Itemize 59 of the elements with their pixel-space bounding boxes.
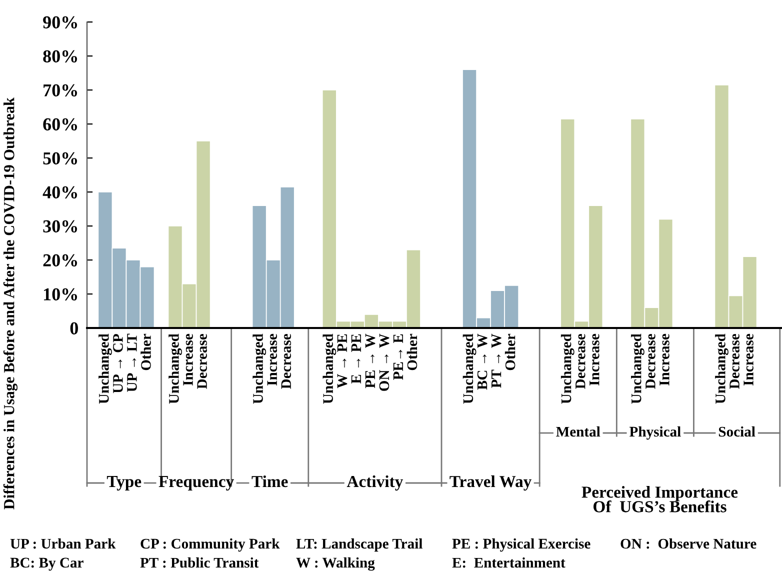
text: Mental	[556, 426, 600, 437]
y-tick-label: 20%	[43, 254, 77, 266]
text: Activity	[346, 475, 404, 491]
y-tick-label: 10%	[44, 288, 77, 300]
text: ON : Observe Nature	[620, 538, 756, 549]
text: Travel Way	[450, 475, 532, 491]
y-tick-label: 90%	[43, 16, 77, 28]
x-tick-label: Decrease	[576, 334, 586, 389]
x-tick-label: Increase	[267, 334, 278, 386]
text: Type	[106, 476, 142, 491]
x-tick-label: Unchanged	[98, 334, 112, 404]
x-tick-label: Increase	[183, 334, 193, 386]
x-tick-label: PE → W	[365, 334, 376, 388]
text: BC: By Car	[10, 558, 84, 571]
x-tick-label: Increase	[660, 334, 670, 386]
x-tick-label: UP → CP	[113, 334, 123, 394]
x-tick-label: Decrease	[646, 334, 656, 389]
y-tick-label: 80%	[43, 50, 77, 62]
x-tick-label: PT → W	[492, 334, 502, 388]
x-tick-label: Decrease	[281, 334, 292, 389]
x-tick-label: BC → W	[477, 334, 488, 390]
text: PT : Public Transit	[140, 557, 259, 568]
y-tick-label: 30%	[43, 220, 77, 232]
x-tick-label: Increase	[744, 334, 754, 386]
text: Social	[718, 426, 756, 437]
x-tick-label: Unchanged	[631, 334, 644, 404]
x-tick-label: UP → LT	[127, 334, 137, 392]
text: CP : Community Park	[140, 538, 280, 552]
y-tick-label: 50%	[43, 152, 77, 164]
x-tick-label: W → PE	[337, 334, 348, 388]
x-tick-label: Decrease	[197, 334, 207, 389]
x-tick-label: Unchanged	[168, 334, 182, 404]
x-tick-label: Other	[504, 334, 516, 370]
text: Perceived Importance Of UGS’s Benefits	[582, 486, 738, 512]
text: Frequency	[158, 476, 234, 491]
y-tick-label: 40%	[42, 186, 77, 198]
y-tick-label: 0	[70, 322, 78, 334]
x-tick-label: Unchanged	[715, 334, 728, 404]
x-tick-label: Unchanged	[560, 334, 574, 404]
text: LT: Landscape Trail	[296, 538, 422, 552]
text: Time	[252, 475, 288, 488]
x-tick-label: ON → W	[379, 334, 390, 391]
y-tick-label: 70%	[44, 84, 77, 96]
x-tick-label: Unchanged	[322, 334, 336, 404]
x-tick-label: Decrease	[730, 334, 740, 389]
y-tick-label: 60%	[43, 118, 77, 130]
x-tick-label: PE→ E	[393, 334, 403, 380]
y-axis-title: Differences in Usage Before and After the COVID-19 Outbreak	[3, 97, 18, 510]
text: E: Entertainment	[452, 557, 566, 568]
x-tick-label: E → PE	[351, 334, 361, 384]
x-tick-label: Unchanged	[462, 334, 476, 404]
text: UP : Urban Park	[10, 538, 116, 549]
text: W : Walking	[296, 557, 375, 571]
text: PE : Physical Exercise	[452, 538, 590, 552]
text: Physical	[630, 426, 681, 440]
x-tick-label: Other	[140, 334, 151, 370]
x-tick-label: Increase	[590, 334, 600, 386]
x-tick-label: Unchanged	[252, 334, 266, 404]
x-tick-label: Other	[406, 334, 418, 370]
